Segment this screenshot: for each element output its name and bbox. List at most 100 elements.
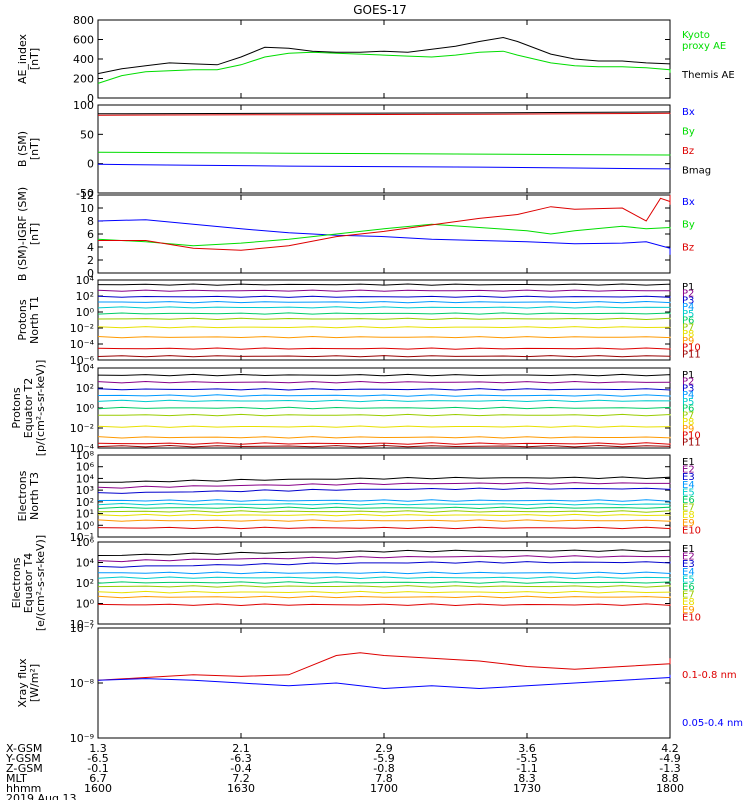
- legend-protn-p8: P8: [682, 329, 694, 340]
- legend-prote-p6: P6: [682, 404, 694, 415]
- series-line-elece-e3: [97, 561, 671, 568]
- ylabel-elece: Electrons: [10, 557, 23, 608]
- series-line-elecn-e1: [97, 476, 671, 483]
- ytick-label-elecn: 10²: [76, 496, 94, 509]
- ylabel-elece: Equator T4: [22, 553, 35, 613]
- legend-elecn-e7: E7: [682, 503, 695, 514]
- series-line-elece-e1: [97, 549, 671, 556]
- ephemeris-row-label: 2019 Aug 13: [6, 792, 76, 800]
- legend-protn-p6: P6: [682, 316, 694, 327]
- series-line-protn-p10: [97, 347, 671, 350]
- ephemeris-value: 1.3: [89, 742, 107, 755]
- legend-prote-p7: P7: [682, 410, 694, 421]
- ytick-label-elecn: 10³: [76, 484, 94, 497]
- legend-elece-e9: E9: [682, 605, 695, 616]
- legend-protn-p10: P10: [682, 343, 701, 354]
- legend-bsm-bx: Bx: [682, 107, 695, 118]
- legend-bsm-bmag: Bmag: [682, 166, 711, 177]
- ephemeris-value: 1600: [84, 782, 112, 795]
- ytick-label-bigrf: 8: [87, 215, 94, 228]
- ylabel-ae: AE_index: [16, 33, 29, 84]
- legend-prote-p2: P2: [682, 377, 694, 388]
- ylabel-prote: Equator T2: [22, 378, 35, 438]
- ephemeris-value: 1730: [513, 782, 541, 795]
- series-line-protn-p6: [97, 312, 671, 315]
- legend-protn-p3: P3: [682, 295, 694, 306]
- series-line-bigrf-by: [97, 223, 671, 247]
- ytick-label-ae: 600: [73, 34, 94, 47]
- panel-frame-bsm: [97, 104, 671, 194]
- series-line-elecn-e4: [97, 499, 671, 502]
- series-line-elecn-e10: [97, 526, 671, 530]
- ephemeris-value: -0.4: [230, 762, 251, 775]
- ytick-label-elece: 10⁴: [76, 557, 95, 570]
- legend-prote-p5: P5: [682, 397, 694, 408]
- series-line-prote-p10: [97, 442, 671, 445]
- ytick-label-elecn: 10⁶: [76, 461, 95, 474]
- panel-frame-xray: [97, 627, 671, 739]
- series-line-bigrf-bx: [97, 219, 671, 255]
- ephemeris-value: -1.3: [659, 762, 680, 775]
- ytick-label-ae: 800: [73, 14, 94, 27]
- ephemeris-value: -6.3: [230, 752, 251, 765]
- ephemeris-row-label: X-GSM: [6, 742, 42, 755]
- legend-protn-p1: P1: [682, 282, 694, 293]
- series-line-prote-p7: [97, 413, 671, 417]
- legend-elece-e8: E8: [682, 597, 695, 608]
- ytick-label-elece: 10²: [76, 577, 94, 590]
- legend-prote-p8: P8: [682, 417, 694, 428]
- legend-protn-p5: P5: [682, 309, 694, 320]
- ytick-label-prote: 10²: [76, 382, 94, 395]
- ylabel-ae: [nT]: [28, 48, 41, 70]
- series-line-elecn-e5: [97, 502, 671, 506]
- ylabel-elecn: North T3: [28, 472, 41, 520]
- series-line-protn-p7: [97, 317, 671, 321]
- series-line-elecn-e8: [97, 513, 671, 517]
- series-line-prote-p5: [97, 399, 671, 403]
- series-line-elece-e5: [97, 576, 671, 580]
- ytick-label-xray: 10⁻⁸: [70, 677, 95, 690]
- series-line-prote-p4: [97, 394, 671, 397]
- ytick-label-protn: 10⁻⁴: [70, 338, 95, 351]
- ytick-label-protn: 10⁴: [76, 274, 95, 287]
- legend-elece-e6: E6: [682, 582, 695, 593]
- series-line-ae-kyoto: [97, 50, 671, 84]
- series-line-ae-themis-ae: [97, 36, 671, 75]
- ytick-label-elecn: 10⁻¹: [70, 531, 94, 544]
- ytick-label-prote: 10⁻²: [70, 422, 94, 435]
- legend-bigrf-by: By: [682, 220, 695, 231]
- legend-protn-p11: P11: [682, 349, 701, 360]
- series-line-elece-e9: [97, 595, 671, 599]
- legend-elece-e4: E4: [682, 567, 695, 578]
- series-line-bigrf-bz: [98, 195, 671, 251]
- ephemeris-value: 6.7: [89, 772, 107, 785]
- ephemeris-row-label: hhmm: [6, 782, 41, 795]
- series-line-prote-p11: [97, 444, 671, 448]
- ytick-label-prote: 10⁻⁴: [70, 442, 95, 455]
- legend-elecn-e3: E3: [682, 472, 695, 483]
- ytick-label-elece: 10⁻²: [70, 618, 94, 631]
- ytick-label-bigrf: 6: [87, 228, 94, 241]
- ytick-label-ae: 400: [73, 53, 94, 66]
- legend-bigrf-bz: Bz: [682, 242, 694, 253]
- legend-protn-p4: P4: [682, 302, 694, 313]
- ylabel-protn: North T1: [28, 296, 41, 344]
- series-line-prote-p3: [97, 388, 671, 391]
- legend-elece-e10: E10: [682, 612, 701, 623]
- legend-elecn-e8: E8: [682, 510, 695, 521]
- ephemeris-value: 1800: [656, 782, 684, 795]
- ephemeris-value: 2.9: [375, 742, 393, 755]
- ephemeris-value: 4.2: [661, 742, 679, 755]
- legend-bigrf-bx: Bx: [682, 197, 695, 208]
- ylabel-bigrf: [nT]: [28, 223, 41, 245]
- series-line-xray-0-1-0-8-nm: [97, 652, 671, 681]
- ytick-label-elece: 10⁶: [76, 536, 95, 549]
- ytick-label-bigrf: 12: [80, 189, 94, 202]
- series-line-elece-e2: [97, 555, 671, 563]
- ytick-label-elecn: 10¹: [76, 508, 94, 521]
- ephemeris-value: 7.2: [232, 772, 250, 785]
- panel-frame-ae: [97, 19, 671, 99]
- series-line-prote-p1: [97, 373, 671, 377]
